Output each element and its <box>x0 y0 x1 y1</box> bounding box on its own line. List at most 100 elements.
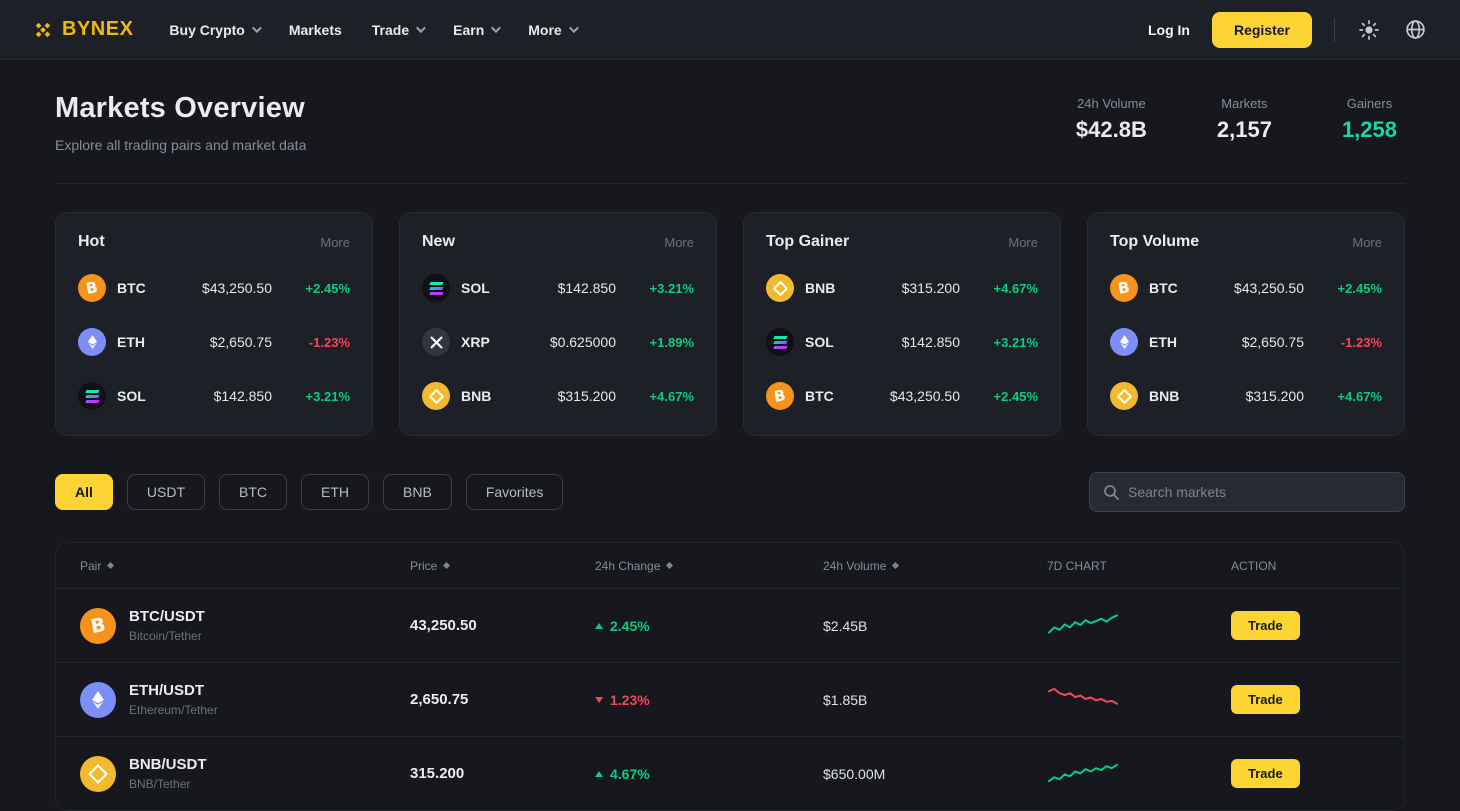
card-coin-row[interactable]: BNB $315.200 +4.67% <box>766 261 1038 315</box>
filter-tab-all[interactable]: All <box>55 474 113 510</box>
nav-item-more[interactable]: More <box>528 21 579 38</box>
register-button[interactable]: Register <box>1211 11 1312 48</box>
table-row-btc-usdt[interactable]: B BTC/USDT Bitcoin/Tether 43,250.50 2.45… <box>56 588 1404 662</box>
pair-name: BTC/USDT <box>129 608 205 625</box>
eth-coin-icon <box>80 681 116 718</box>
sol-coin-icon <box>422 274 450 302</box>
search-markets-box <box>1089 472 1405 512</box>
pair-change: 1.23% <box>595 692 823 708</box>
pair-price: 2,650.75 <box>410 691 469 708</box>
card-title: Top Volume <box>1110 233 1200 250</box>
card-title: Top Gainer <box>766 233 850 250</box>
card-coin-row[interactable]: BNB $315.200 +4.67% <box>422 369 694 423</box>
language-button[interactable] <box>1403 17 1428 42</box>
card-coin-row[interactable]: B BTC $43,250.50 +2.45% <box>78 261 350 315</box>
coin-symbol: ETH <box>117 334 145 350</box>
sun-icon <box>1359 19 1379 40</box>
nav-item-label: More <box>528 21 562 38</box>
card-coin-row[interactable]: ETH $2,650.75 -1.23% <box>78 315 350 369</box>
stat-value: 2,157 <box>1216 117 1272 142</box>
filter-tab-btc[interactable]: BTC <box>219 474 288 510</box>
filter-tab-usdt[interactable]: USDT <box>126 474 206 510</box>
column-label: 24h Volume <box>823 558 887 573</box>
card-coin-row[interactable]: B BTC $43,250.50 +2.45% <box>766 369 1038 423</box>
filter-tab-eth[interactable]: ETH <box>301 474 370 510</box>
column-label: 7D CHART <box>1047 558 1107 573</box>
bnb-coin-icon <box>80 755 116 792</box>
trade-button[interactable]: Trade <box>1231 759 1300 788</box>
table-row-eth-usdt[interactable]: ETH/USDT Ethereum/Tether 2,650.75 1.23% … <box>56 662 1404 736</box>
column-label: Pair <box>80 558 102 573</box>
coin-price: $142.850 <box>901 334 960 350</box>
coin-symbol: SOL <box>461 280 490 296</box>
table-row-bnb-usdt[interactable]: BNB/USDT BNB/Tether 315.200 4.67% $650.0… <box>56 736 1404 810</box>
chevron-down-icon <box>568 23 579 34</box>
card-coin-row[interactable]: SOL $142.850 +3.21% <box>422 261 694 315</box>
table-header-24h-volume[interactable]: 24h Volume <box>823 559 1047 573</box>
coin-change: +4.67% <box>1337 388 1382 404</box>
coin-symbol: BTC <box>117 280 146 296</box>
filter-tab-favorites[interactable]: Favorites <box>465 474 564 510</box>
arrow-down-icon <box>595 696 603 703</box>
nav-item-trade[interactable]: Trade <box>372 22 427 38</box>
stat-gainers: Gainers 1,258 <box>1342 96 1397 143</box>
chevron-down-icon <box>416 23 427 34</box>
theme-toggle-button[interactable] <box>1357 18 1381 42</box>
market-stats: 24h Volume $42.8B Markets 2,157 Gainers … <box>1076 96 1397 143</box>
table-header-7d-chart: 7D CHART <box>1047 559 1231 573</box>
filter-bar: All USDT BTC ETH BNB Favorites <box>55 472 1405 512</box>
card-coin-row[interactable]: ETH $2,650.75 -1.23% <box>1110 315 1382 369</box>
pair-subtitle: Ethereum/Tether <box>129 703 218 717</box>
card-coin-row[interactable]: B BTC $43,250.50 +2.45% <box>1110 261 1382 315</box>
coin-change: +2.45% <box>1337 280 1382 296</box>
card-more-link[interactable]: More <box>1352 234 1382 250</box>
card-hot: Hot More B BTC $43,250.50 +2.45% ETH $2,… <box>55 212 373 436</box>
chevron-down-icon <box>251 23 262 34</box>
bnb-coin-icon <box>422 382 450 410</box>
filter-tab-bnb[interactable]: BNB <box>383 474 452 510</box>
pair-subtitle: Bitcoin/Tether <box>129 629 202 643</box>
coin-symbol: BNB <box>805 280 836 296</box>
table-header-pair[interactable]: Pair <box>80 559 410 573</box>
nav-divider <box>1334 17 1335 42</box>
pair-volume: $1.85B <box>823 691 868 708</box>
search-markets-input[interactable] <box>1128 484 1391 500</box>
coin-price: $2,650.75 <box>1241 334 1304 350</box>
pair-volume: $650.00M <box>823 765 886 782</box>
top-navbar: BYNEX Buy Crypto Markets Trade Earn More <box>0 0 1460 60</box>
coin-change: +1.89% <box>649 334 694 350</box>
pair-subtitle: BNB/Tether <box>129 777 191 791</box>
stat-label: Markets <box>1221 96 1268 111</box>
eth-coin-icon <box>78 328 106 356</box>
sort-icon <box>666 561 674 570</box>
pair-volume: $2.45B <box>823 617 868 634</box>
stat-label: 24h Volume <box>1077 96 1146 111</box>
card-coin-row[interactable]: SOL $142.850 +3.21% <box>78 369 350 423</box>
coin-price: $315.200 <box>1245 388 1304 404</box>
trade-button[interactable]: Trade <box>1231 611 1300 640</box>
coin-change: +2.45% <box>993 388 1038 404</box>
btc-coin-icon: B <box>78 274 106 302</box>
brand-logo[interactable]: BYNEX <box>32 18 133 41</box>
card-coin-row[interactable]: XRP $0.625000 +1.89% <box>422 315 694 369</box>
card-more-link[interactable]: More <box>664 234 694 250</box>
card-more-link[interactable]: More <box>320 234 350 250</box>
login-link[interactable]: Log In <box>1147 21 1190 38</box>
nav-item-markets[interactable]: Markets <box>289 22 342 38</box>
table-header-price[interactable]: Price <box>410 559 595 573</box>
nav-item-earn[interactable]: Earn <box>453 22 502 38</box>
card-coin-row[interactable]: BNB $315.200 +4.67% <box>1110 369 1382 423</box>
coin-symbol: BTC <box>805 388 834 404</box>
trade-button[interactable]: Trade <box>1231 685 1300 714</box>
page-header: Markets Overview Explore all trading pai… <box>0 60 1460 153</box>
pair-change: 2.45% <box>595 618 823 634</box>
coin-symbol: XRP <box>461 334 490 350</box>
nav-item-buy-crypto[interactable]: Buy Crypto <box>169 22 262 38</box>
coin-price: $43,250.50 <box>1233 280 1304 296</box>
table-header-24h-change[interactable]: 24h Change <box>595 559 823 573</box>
card-coin-row[interactable]: SOL $142.850 +3.21% <box>766 315 1038 369</box>
table-header-action: ACTION <box>1231 559 1380 573</box>
card-more-link[interactable]: More <box>1008 234 1038 250</box>
btc-coin-icon: B <box>766 382 794 410</box>
stat-label: Gainers <box>1346 96 1393 111</box>
